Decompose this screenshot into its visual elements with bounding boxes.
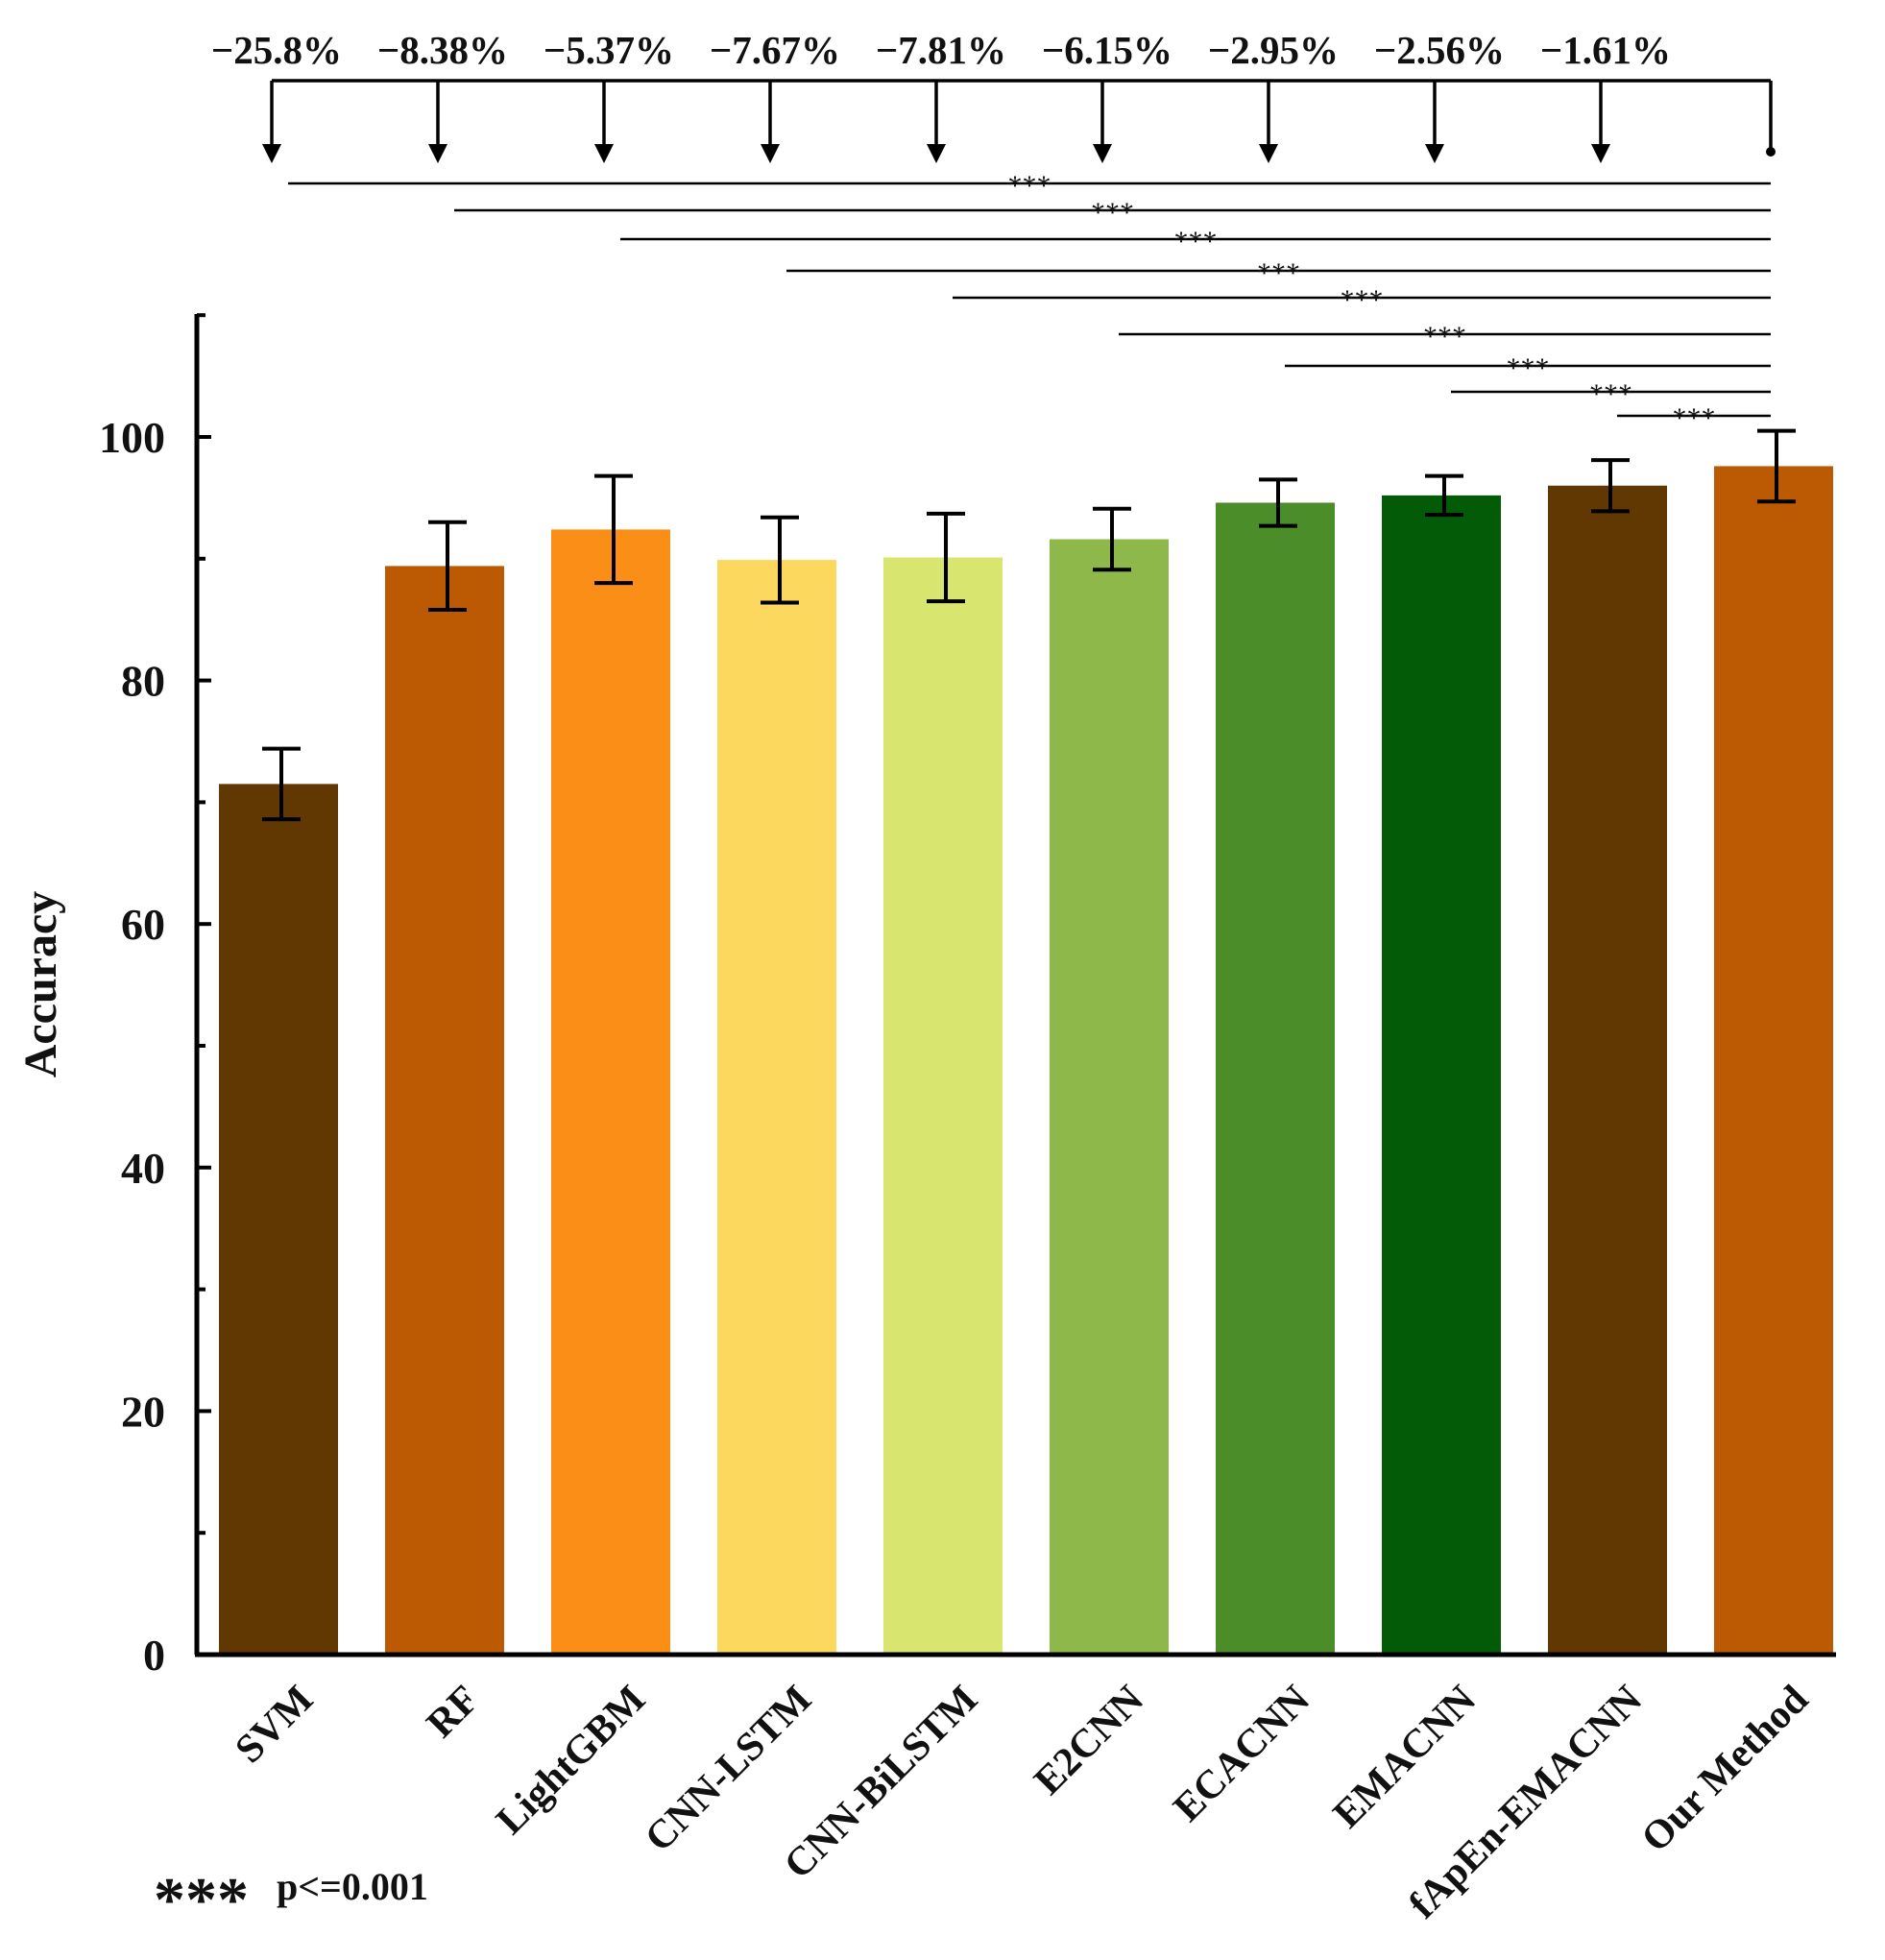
significance-marker: *** — [1507, 352, 1550, 384]
significance-marker: *** — [1008, 170, 1051, 202]
x-tick-label: LightGBM — [488, 1678, 654, 1844]
error-bars — [262, 428, 1796, 822]
significance-marker: *** — [1589, 378, 1632, 410]
difference-arrow — [761, 81, 780, 163]
difference-labels: −25.8% −8.38% −5.37% −7.67% −7.81% −6.15% −2.9… — [211, 28, 1671, 72]
x-tick-label: CNN-LSTM — [637, 1678, 820, 1861]
bracket-reference-dot — [1766, 147, 1776, 157]
significance-line: *** — [1285, 352, 1771, 384]
x-tick-label: RF — [419, 1678, 488, 1747]
bar-cnn-lstm — [717, 560, 836, 1655]
y-tick-label: 40 — [121, 1144, 165, 1193]
error-bar — [1757, 428, 1796, 504]
difference-arrow — [1591, 81, 1610, 163]
y-axis: 0 20 40 60 80 100 — [99, 313, 1836, 1680]
difference-arrow — [1425, 81, 1444, 163]
difference-label: −7.67% — [710, 28, 840, 72]
difference-arrow — [262, 81, 281, 163]
significance-lines: *** *** *** *** *** *** *** *** *** — [288, 170, 1771, 434]
difference-label: −6.15% — [1042, 28, 1172, 72]
bar-fapen-emacnn — [1548, 485, 1667, 1656]
legend-text: p<=0.001 — [277, 1865, 428, 1908]
difference-arrow — [594, 81, 614, 163]
error-bar — [262, 746, 301, 822]
difference-label: −2.56% — [1374, 28, 1505, 72]
difference-bracket — [262, 79, 1776, 163]
difference-label: −7.81% — [876, 28, 1006, 72]
significance-marker: *** — [1673, 402, 1716, 434]
error-bar — [1259, 477, 1297, 528]
y-tick-label: 0 — [143, 1631, 165, 1680]
y-tick-label: 100 — [99, 413, 165, 462]
x-tick-label: EMACNN — [1325, 1678, 1485, 1837]
error-bar — [761, 515, 799, 605]
significance-marker: *** — [1257, 257, 1300, 289]
error-bar — [428, 520, 467, 613]
bar-cnn-bilstm — [883, 557, 1003, 1655]
error-bar — [594, 473, 633, 586]
difference-arrow — [1259, 81, 1278, 163]
significance-line: *** — [953, 284, 1771, 316]
difference-label: −5.37% — [544, 28, 674, 72]
x-tick-label: E2CNN — [1027, 1678, 1153, 1804]
significance-line: *** — [1119, 321, 1771, 352]
difference-arrow — [1093, 81, 1112, 163]
significance-marker: *** — [1174, 226, 1218, 257]
legend-stars: *** — [154, 1865, 249, 1935]
bar-ecacnn — [1216, 502, 1335, 1656]
y-tick-label: 80 — [121, 657, 165, 706]
significance-line: *** — [620, 226, 1771, 257]
x-tick-label: Our Method — [1633, 1678, 1817, 1861]
significance-line: *** — [454, 197, 1771, 229]
difference-label: −1.61% — [1540, 28, 1671, 72]
difference-label: −2.95% — [1208, 28, 1339, 72]
bar-our-method — [1714, 466, 1833, 1655]
significance-line: *** — [1451, 378, 1771, 410]
error-bar — [1425, 473, 1463, 518]
x-tick-label: ECACNN — [1165, 1678, 1318, 1831]
difference-arrow — [927, 81, 946, 163]
y-axis-label: Accuracy — [15, 891, 66, 1078]
bar-e2cnn — [1050, 539, 1169, 1656]
bar-rf — [385, 566, 504, 1656]
significance-line: *** — [1617, 402, 1771, 434]
significance-legend: *** p<=0.001 — [154, 1865, 428, 1935]
bars — [219, 466, 1833, 1656]
error-bar — [1591, 458, 1630, 514]
significance-line: *** — [786, 257, 1771, 289]
y-tick-label: 20 — [121, 1387, 165, 1436]
difference-label: −8.38% — [377, 28, 508, 72]
difference-label: −25.8% — [211, 28, 342, 72]
bar-lightgbm — [551, 529, 670, 1656]
significance-marker: *** — [1423, 321, 1466, 352]
significance-marker: *** — [1341, 284, 1384, 316]
error-bar — [1093, 506, 1131, 572]
error-bar — [927, 511, 965, 604]
difference-arrow — [428, 81, 447, 163]
bar-emacnn — [1382, 495, 1501, 1655]
x-tick-label: SVM — [228, 1678, 323, 1773]
bar-svm — [219, 784, 338, 1655]
significance-marker: *** — [1091, 197, 1134, 229]
significance-line: *** — [288, 170, 1771, 202]
y-tick-label: 60 — [121, 900, 165, 949]
